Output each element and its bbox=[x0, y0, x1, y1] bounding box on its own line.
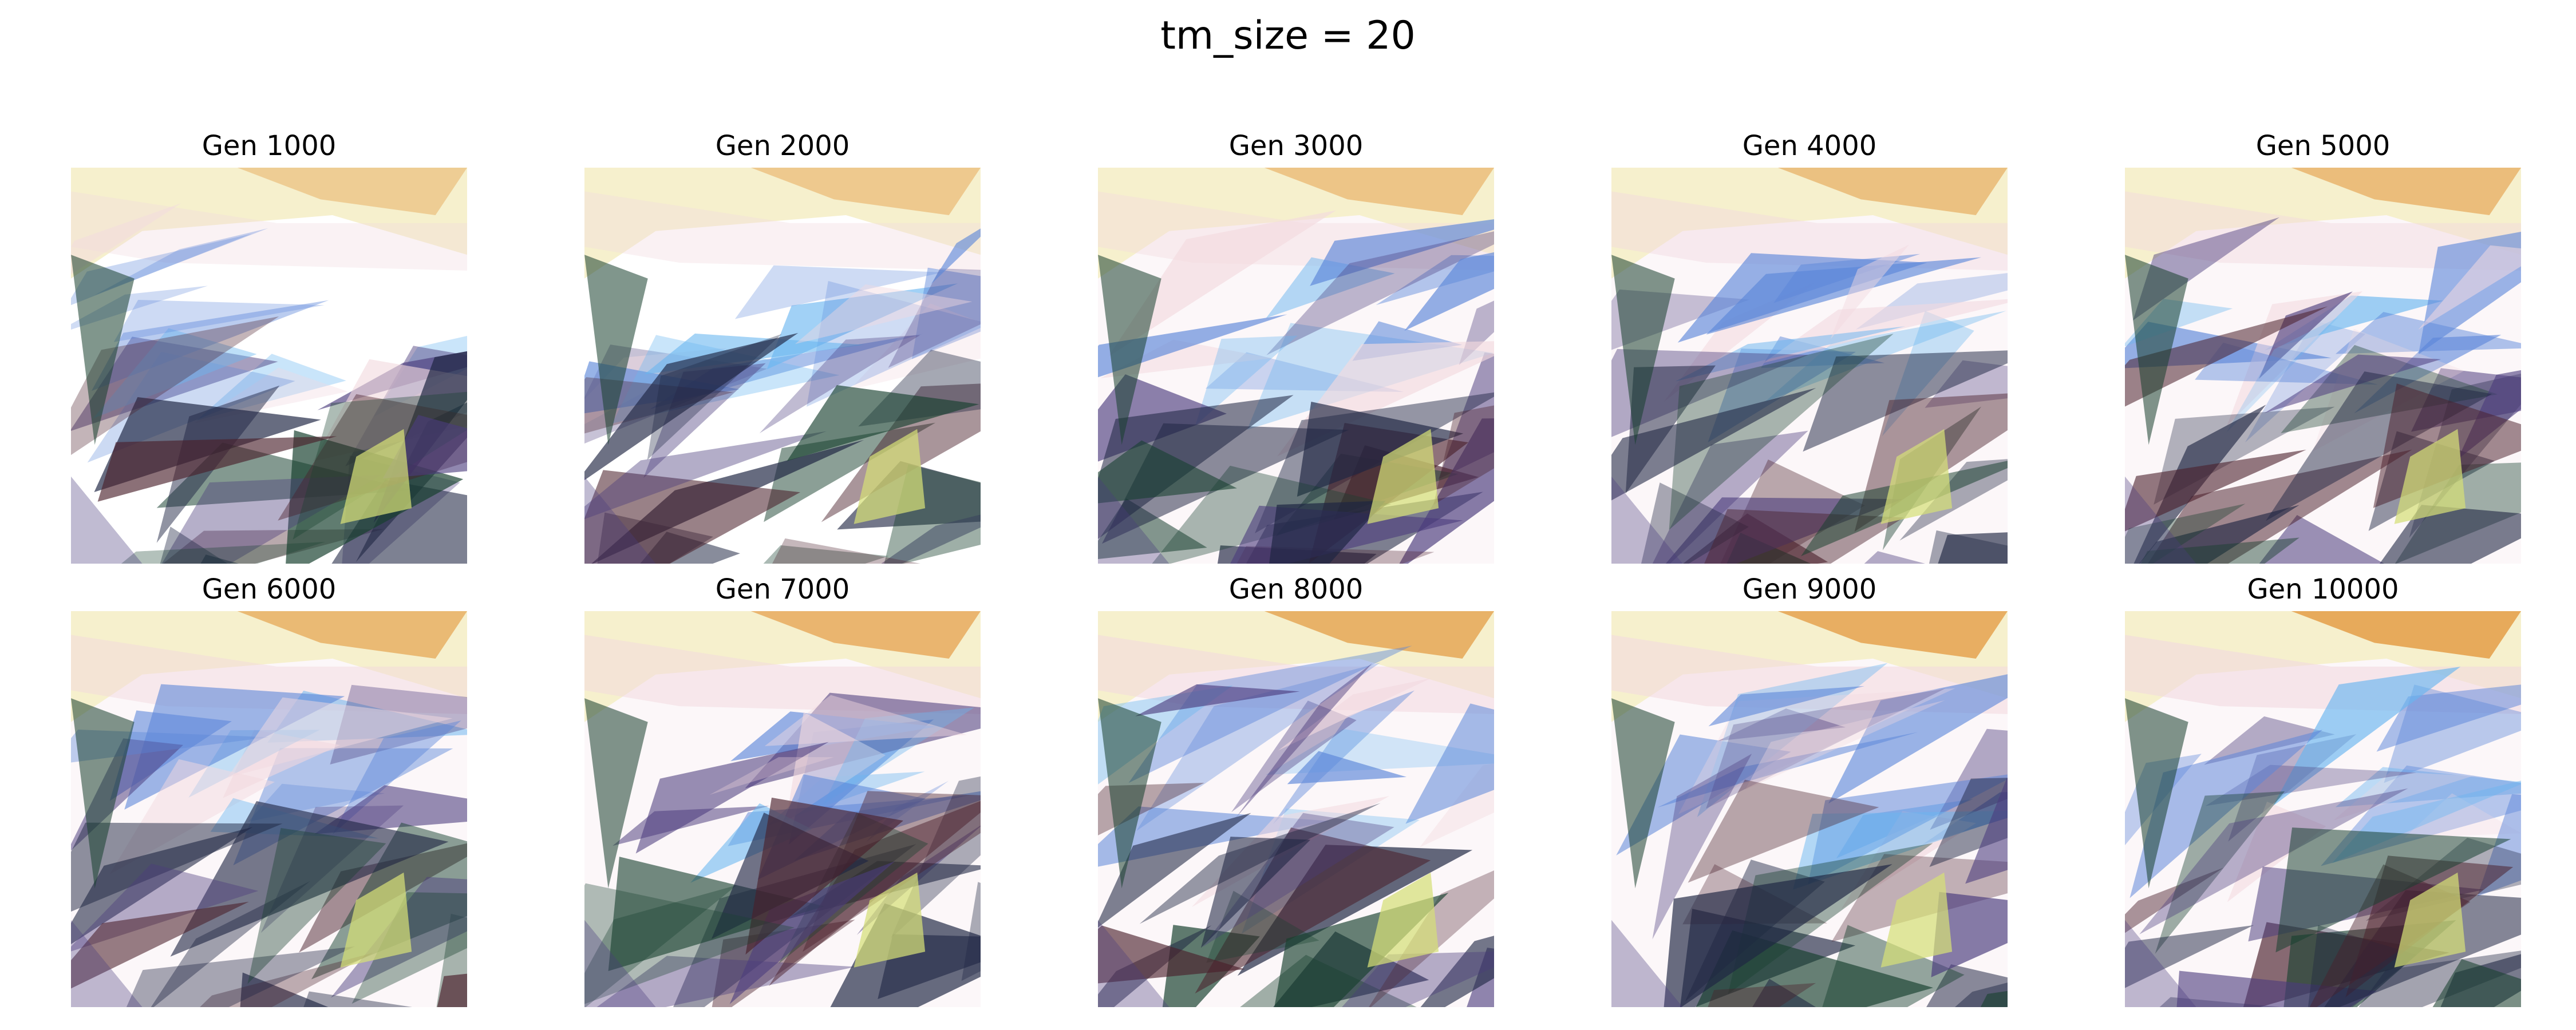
polygon-painting-image bbox=[584, 611, 981, 1007]
polygon-painting-image bbox=[1611, 611, 2008, 1007]
panel-title: Gen 7000 bbox=[715, 573, 850, 605]
panel-gen-9000: Gen 9000 bbox=[1611, 572, 2008, 1010]
panel-gen-6000: Gen 6000 bbox=[71, 572, 467, 1010]
polygon-painting-image bbox=[584, 168, 981, 564]
panel-title: Gen 2000 bbox=[715, 130, 850, 162]
panel-gen-2000: Gen 2000 bbox=[584, 129, 981, 566]
panel-title: Gen 1000 bbox=[202, 130, 337, 162]
panel-gen-4000: Gen 4000 bbox=[1611, 129, 2008, 566]
polygon-painting-image bbox=[1098, 611, 1494, 1007]
panel-gen-10000: Gen 10000 bbox=[2125, 572, 2521, 1010]
panel-title: Gen 8000 bbox=[1228, 573, 1364, 605]
polygon-painting-image bbox=[1611, 168, 2008, 564]
panel-title: Gen 9000 bbox=[1742, 573, 1877, 605]
polygon-painting-image bbox=[2125, 168, 2521, 564]
figure-title: tm_size = 20 bbox=[1160, 13, 1416, 58]
panel-gen-8000: Gen 8000 bbox=[1098, 572, 1494, 1010]
polygon-painting-image bbox=[2125, 611, 2521, 1007]
panel-gen-1000: Gen 1000 bbox=[71, 129, 467, 566]
panel-title: Gen 5000 bbox=[2255, 130, 2391, 162]
panel-title: Gen 3000 bbox=[1228, 130, 1364, 162]
polygon-painting-image bbox=[71, 611, 467, 1007]
panel-title: Gen 4000 bbox=[1742, 130, 1877, 162]
panel-gen-3000: Gen 3000 bbox=[1098, 129, 1494, 566]
panel-title: Gen 10000 bbox=[2247, 573, 2399, 605]
panel-title: Gen 6000 bbox=[202, 573, 337, 605]
polygon-painting-image bbox=[1098, 168, 1494, 564]
panel-gen-7000: Gen 7000 bbox=[584, 572, 981, 1010]
panel-gen-5000: Gen 5000 bbox=[2125, 129, 2521, 566]
polygon-painting-image bbox=[71, 168, 467, 564]
